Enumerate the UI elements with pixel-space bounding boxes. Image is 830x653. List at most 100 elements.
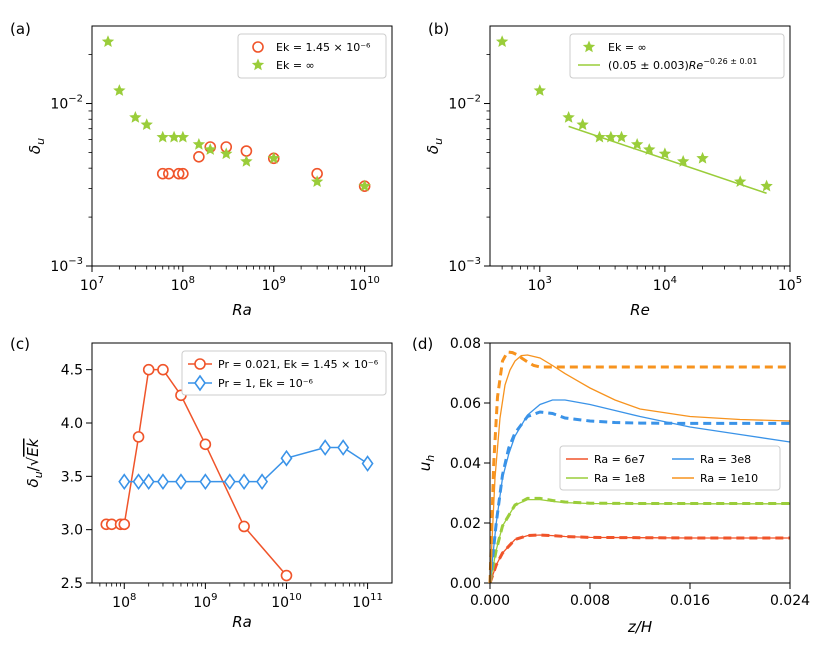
panel-a-legend-marker-star — [251, 58, 265, 71]
panel-c-series-2-point — [256, 473, 269, 491]
panel-a-series-1-point — [177, 167, 189, 180]
panel-d-ytick-label: 0.08 — [450, 336, 481, 352]
panel-b-xtick-label: 105 — [778, 275, 802, 294]
panel-d-legend-label-1: Ra = 6e7 — [594, 453, 645, 466]
panel-b-series-1-point — [533, 84, 546, 96]
panel-d-series-2-dashed-line — [488, 496, 790, 584]
panel-d-legend-label-4: Ra = 1e10 — [700, 472, 758, 485]
panel-a-series-2-point — [358, 179, 371, 192]
panel-d-ytick-label: 0.02 — [450, 516, 481, 532]
panel-b-label: (b) — [428, 20, 449, 38]
panel-b-plot-area: 103 104 105 10−3 10−2 — [448, 35, 802, 294]
panel-d-xlabel: z/H — [627, 618, 652, 636]
panel-d-ytick-label: 0.04 — [450, 456, 481, 472]
panel-c-ytick-label: 4.5 — [61, 363, 83, 379]
panel-a-legend-frame — [237, 33, 387, 79]
panel-c-ylabel: δu/√Ek — [24, 437, 45, 487]
panel-a-series-2-point — [113, 84, 126, 96]
panel-d: (d) 0.000 0.008 0.016 0.024 0.00 0.02 0.04 0.06… — [412, 335, 810, 636]
panel-a-frame — [91, 25, 393, 267]
panel-a-series-1-point — [193, 150, 205, 163]
panel-b-series-1-point — [658, 147, 672, 160]
panel-c-series-2-point — [174, 473, 187, 491]
panel-c-xtick-label: 109 — [193, 592, 217, 611]
panel-b: (b) 103 104 105 10−3 10−2 Re δu Ek = ∞ (0.05… — [424, 20, 802, 319]
panel-a-legend: Ek = 1.45 × 10⁻⁶ Ek = ∞ — [237, 33, 387, 79]
panel-b-series-1-point — [576, 118, 589, 131]
panel-c-series-2-point — [199, 473, 212, 491]
panel-a-series-2-point — [240, 154, 253, 167]
panel-a-series-1-point — [163, 167, 175, 180]
panel-d-xtick-label: 0.016 — [670, 593, 710, 609]
panel-b-series-1-point — [593, 130, 606, 143]
panel-d-xtick-label: 0.008 — [570, 593, 610, 609]
panel-a-legend-label-1: Ek = 1.45 × 10⁻⁶ — [276, 41, 371, 54]
panel-b-legend-frame — [569, 33, 785, 79]
panel-b-legend-marker-star — [582, 40, 596, 53]
panel-a-series-2-point — [156, 130, 169, 143]
panel-a-series-2-point — [167, 130, 181, 143]
panel-d-legend-label-3: Ra = 3e8 — [700, 453, 751, 466]
panel-c-frame — [91, 342, 393, 584]
panel-a-series-2-point — [267, 151, 280, 164]
panel-c-series-2-point — [238, 473, 251, 491]
panel-b-legend-label-1: Ek = ∞ — [608, 41, 647, 54]
panel-a-series-2-point — [310, 175, 324, 188]
panel-b-series-1-point — [643, 143, 656, 155]
panel-c-series-1-point — [142, 363, 155, 376]
panel-c-plot-area: 108 109 1010 1011 2.5 3.0 3.5 4.0 4.5 — [61, 363, 383, 611]
panel-a-xtick-label: 109 — [262, 275, 286, 294]
panel-c-series-2-point — [118, 473, 131, 491]
panel-d-series-1-dashed-line — [488, 533, 790, 584]
panel-c-series-1-line — [106, 368, 288, 577]
panel-a-label: (a) — [10, 20, 31, 38]
panel-c-ytick-label: 2.5 — [61, 576, 83, 592]
panel-c-series-1-point — [238, 520, 250, 533]
panel-c-series-1-point — [157, 363, 169, 376]
panel-b-series-1-point — [495, 35, 509, 47]
panel-a-ylabel: δu — [26, 138, 47, 154]
panel-c-legend-marker-diamond — [194, 374, 206, 392]
panel-c-legend-label-1: Pr = 0.021, Ek = 1.45 × 10⁻⁶ — [218, 358, 379, 371]
panel-a-series-2-point — [140, 118, 153, 131]
panel-a-legend-marker-circle — [252, 41, 264, 53]
panel-a-ytick-label: 10−3 — [50, 256, 83, 275]
panel-d-ytick-label: 0.06 — [450, 396, 481, 412]
panel-a: (a) 107 108 109 1010 10−3 10−2 Ra δu Ek = 1.4… — [10, 20, 393, 319]
panel-c-xtick-label: 1010 — [271, 592, 302, 611]
panel-d-legend: Ra = 6e7 Ra = 1e8 Ra = 3e8 Ra = 1e10 — [559, 445, 781, 491]
panel-b-xlabel: Re — [630, 301, 650, 319]
panel-a-xtick-label: 108 — [171, 275, 195, 294]
panel-d-xtick-label: 0.024 — [770, 593, 810, 609]
panel-a-series-2-point — [204, 143, 217, 155]
panel-d-ytick-label: 0.00 — [450, 576, 481, 592]
panel-c-ytick-label: 3.5 — [61, 469, 83, 485]
panel-d-plot-area: 0.000 0.008 0.016 0.024 0.00 0.02 0.04 0.06 0.08 — [450, 336, 810, 609]
panel-c-series-1-point — [132, 431, 145, 443]
panel-b-ylabel: δu — [424, 138, 445, 154]
panel-c-xtick-label: 108 — [112, 592, 136, 611]
panel-d-series-3-dashed-line — [488, 410, 790, 584]
panel-b-xtick-label: 104 — [653, 275, 677, 294]
panel-c-series-2-point — [223, 473, 236, 491]
panel-d-legend-frame — [559, 445, 781, 491]
panel-c-legend: Pr = 0.021, Ek = 1.45 × 10⁻⁶ Pr = 1, Ek … — [181, 350, 387, 396]
panel-a-series-2-point — [176, 130, 190, 143]
panel-c-series-2-point — [142, 473, 155, 491]
panel-b-ytick-label: 10−3 — [448, 256, 481, 275]
panel-b-series-1-point — [676, 154, 690, 167]
panel-c-series-2-point — [280, 449, 293, 467]
panel-c-label: (c) — [10, 335, 30, 353]
panel-a-series-1-point — [156, 167, 169, 180]
panel-b-series-1-point — [562, 111, 575, 123]
panel-c-series-1-point — [199, 438, 212, 451]
panel-b-series-1-point — [615, 130, 628, 143]
panel-c-series-2-point — [132, 473, 145, 491]
panel-c-series-2-point — [337, 439, 350, 456]
panel-c-series-2-point — [156, 473, 169, 491]
panel-b-legend: Ek = ∞ (0.05 ± 0.003)Re−0.26 ± 0.01 — [569, 33, 785, 79]
panel-c: (c) 108 109 1010 1011 2.5 3.0 3.5 4.0 4.5 Ra δu/… — [10, 335, 393, 631]
panel-a-plot-area: 107 108 109 1010 10−3 10−2 — [50, 35, 380, 294]
panel-c-ytick-label: 3.0 — [61, 523, 83, 539]
panel-b-series-1-point — [734, 175, 747, 188]
